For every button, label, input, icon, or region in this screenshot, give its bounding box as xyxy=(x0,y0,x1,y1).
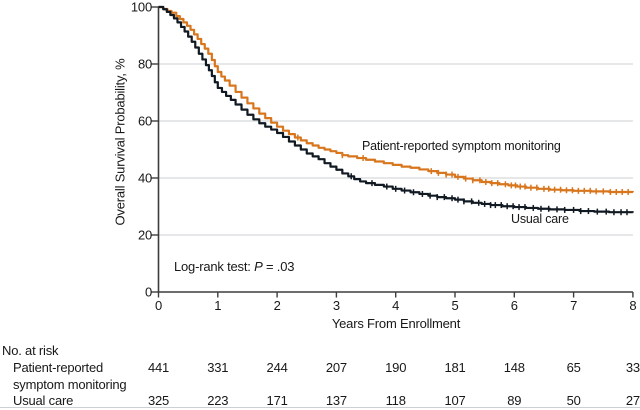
x-tick-label: 7 xyxy=(570,298,578,313)
x-tick-label: 4 xyxy=(392,298,400,313)
at-risk-header: No. at risk xyxy=(2,343,59,358)
at-risk-value: 325 xyxy=(147,393,170,408)
at-risk-value: 207 xyxy=(325,360,347,375)
legend-label-patient-reported: Patient-reported symptom monitoring xyxy=(362,139,561,153)
km-plot-canvas xyxy=(151,5,634,298)
at-risk-value: 244 xyxy=(266,360,288,375)
at-risk-value: 148 xyxy=(503,360,525,375)
bottom-divider-line xyxy=(0,407,640,408)
at-risk-row-label-line1: Patient-reported xyxy=(13,360,104,375)
y-tick-label: 20 xyxy=(137,227,152,243)
x-tick-label: 5 xyxy=(451,298,459,313)
at-risk-value: 137 xyxy=(325,393,347,408)
at-risk-value: 441 xyxy=(147,360,170,375)
survival-curve-usual-care xyxy=(158,5,634,214)
logrank-annotation-prefix: Log-rank test: xyxy=(174,259,255,274)
y-tick-label: 0 xyxy=(144,284,152,300)
y-tick-label: 100 xyxy=(130,0,152,15)
logrank-annotation-stat: P xyxy=(254,259,263,274)
x-axis-title: Years From Enrollment xyxy=(331,316,461,331)
at-risk-value: 181 xyxy=(444,360,466,375)
x-tick-label: 8 xyxy=(629,298,637,313)
x-tick-label: 6 xyxy=(510,298,518,313)
x-tick-label: 0 xyxy=(154,298,163,313)
x-tick-label: 1 xyxy=(214,298,222,313)
at-risk-value: 50 xyxy=(566,393,581,408)
at-risk-value: 107 xyxy=(444,393,466,408)
at-risk-value: 27 xyxy=(625,393,640,408)
legend-label-usual-care: Usual care xyxy=(511,212,569,226)
at-risk-value: 118 xyxy=(385,393,406,408)
y-tick-label: 80 xyxy=(137,56,152,72)
logrank-annotation: Log-rank test: P = .03 xyxy=(174,259,294,274)
y-axis-title: Overall Survival Probability, % xyxy=(112,58,128,226)
at-risk-row-label-patient-reported: Patient-reported symptom monitoring xyxy=(13,360,127,393)
x-tick-label: 3 xyxy=(332,298,340,313)
at-risk-value: 171 xyxy=(266,393,288,408)
at-risk-value: 89 xyxy=(507,393,522,408)
at-risk-value: 33 xyxy=(625,360,640,375)
y-tick-label: 60 xyxy=(137,113,152,129)
at-risk-value: 190 xyxy=(385,360,407,375)
at-risk-value: 65 xyxy=(566,360,581,375)
y-tick-label: 40 xyxy=(137,170,152,186)
at-risk-value: 223 xyxy=(207,393,229,408)
x-tick-label: 2 xyxy=(273,298,281,313)
logrank-annotation-value: = .03 xyxy=(262,259,295,274)
at-risk-value: 331 xyxy=(207,360,229,375)
at-risk-row-label-line2: symptom monitoring xyxy=(13,376,127,392)
at-risk-row-label-usual-care: Usual care xyxy=(13,393,74,408)
survival-curve-patient-reported xyxy=(158,5,634,194)
